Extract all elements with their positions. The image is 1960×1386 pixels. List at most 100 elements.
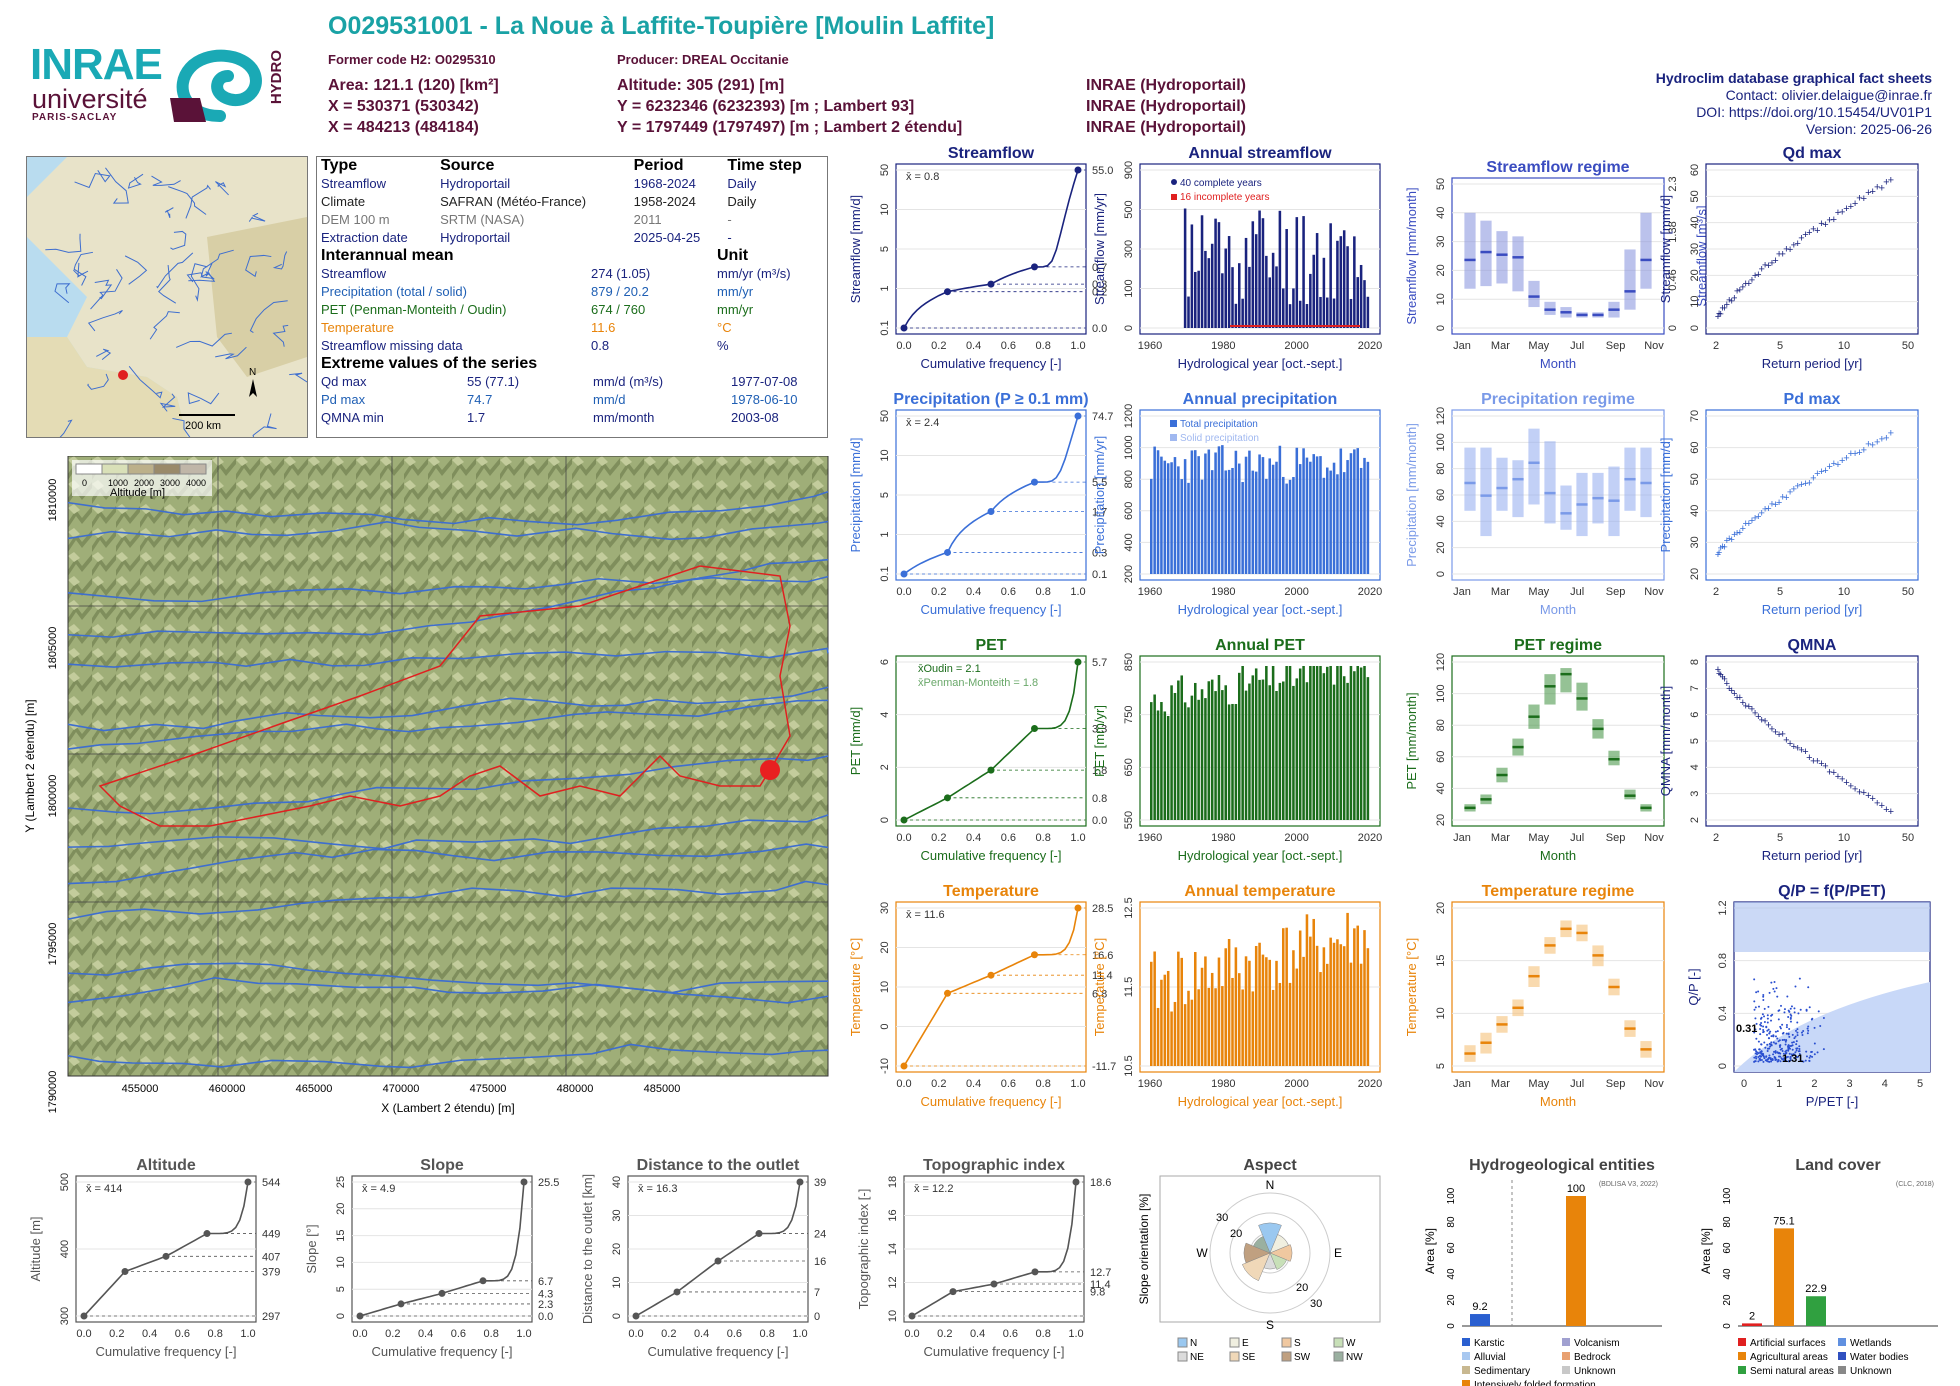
y-tick: 80 bbox=[1722, 1216, 1733, 1228]
annual-bar bbox=[1366, 948, 1370, 1066]
y-axis-label: Q/P [-] bbox=[1686, 968, 1701, 1005]
y-tick: 20 bbox=[1446, 1294, 1457, 1306]
y-tick: 5 bbox=[1435, 1063, 1447, 1069]
return-period-point: + bbox=[1755, 269, 1761, 281]
y-tick: 0 bbox=[335, 1313, 347, 1319]
annual-bar bbox=[1265, 478, 1268, 574]
qp-point bbox=[1813, 1026, 1816, 1029]
qp-point bbox=[1753, 1008, 1756, 1011]
x-tick: 0.2 bbox=[385, 1328, 400, 1340]
qp-point bbox=[1765, 1025, 1768, 1028]
annual-bar bbox=[1231, 703, 1234, 820]
qp-point bbox=[1808, 1056, 1811, 1059]
qp-point bbox=[1777, 1018, 1780, 1021]
qp-point bbox=[1782, 1031, 1785, 1034]
y-tick: 40 bbox=[1435, 515, 1447, 527]
return-period-point: + bbox=[1746, 701, 1752, 713]
regime-box bbox=[1480, 447, 1492, 537]
qp-point bbox=[1795, 1049, 1798, 1052]
x-tick: May bbox=[1528, 340, 1549, 352]
return-period-point: + bbox=[1806, 752, 1812, 764]
x-axis-label: Cumulative frequency [-] bbox=[921, 356, 1062, 371]
mean-unit: mm/yr bbox=[717, 302, 754, 317]
x-tick: 5 bbox=[1917, 1078, 1923, 1090]
legend-entry: N bbox=[1190, 1338, 1197, 1349]
return-period-point: + bbox=[1752, 270, 1758, 282]
catchment-boundary bbox=[98, 565, 791, 827]
overview-river bbox=[289, 372, 307, 383]
qp-point bbox=[1789, 1045, 1792, 1048]
x-tick: 50 bbox=[1902, 832, 1914, 844]
qp-point bbox=[1766, 1043, 1769, 1046]
qp-point bbox=[1788, 1052, 1791, 1055]
y-tick: 7 bbox=[1689, 685, 1701, 691]
return-period-point: + bbox=[1852, 448, 1858, 460]
qp-point bbox=[1757, 990, 1760, 993]
chart-title: Topographic index bbox=[923, 1157, 1065, 1174]
right-tick: 16.6 bbox=[1092, 950, 1113, 962]
return-period-point: + bbox=[1726, 533, 1732, 545]
qp-point bbox=[1753, 1000, 1756, 1003]
qp-point bbox=[1754, 1048, 1757, 1051]
quantile-point bbox=[714, 1257, 722, 1265]
y-tick: 30 bbox=[879, 902, 891, 914]
right-tick: 11.4 bbox=[1092, 970, 1113, 982]
annual-bar bbox=[1336, 939, 1339, 1066]
annual-bar bbox=[1251, 470, 1255, 574]
return-period-point: + bbox=[1852, 198, 1858, 210]
annual-bar bbox=[1227, 469, 1231, 574]
annual-bar bbox=[1275, 691, 1278, 820]
qp-point bbox=[1767, 1028, 1770, 1031]
annual-bar bbox=[1248, 683, 1251, 820]
return-period-point: + bbox=[1802, 746, 1808, 758]
annual-bar bbox=[1305, 304, 1309, 328]
y-tick: 60 bbox=[1689, 164, 1701, 176]
quantile-point bbox=[755, 1230, 763, 1238]
x-axis-label: Return period [yr] bbox=[1762, 356, 1862, 371]
qp-point bbox=[1805, 1008, 1808, 1011]
x-axis-label: Month bbox=[1540, 848, 1576, 863]
right-tick: 449 bbox=[262, 1229, 280, 1241]
annual-bar bbox=[1170, 1011, 1173, 1066]
quantile-point bbox=[121, 1268, 129, 1276]
legend-entry: Alluvial bbox=[1474, 1352, 1506, 1363]
qp-point bbox=[1753, 1031, 1756, 1034]
x-tick: Mar bbox=[1491, 832, 1510, 844]
altitude-legend-tick: 0 bbox=[82, 478, 87, 488]
return-period-point: + bbox=[1848, 448, 1854, 460]
qp-point bbox=[1783, 1057, 1786, 1060]
y-axis-label: QMNA [mm/month] bbox=[1658, 686, 1673, 797]
annual-bar bbox=[1332, 942, 1336, 1066]
quantile-point bbox=[520, 1178, 528, 1186]
ext-value: 74.7 bbox=[467, 392, 493, 407]
annual-bar bbox=[1268, 685, 1271, 820]
qp-point bbox=[1792, 1041, 1795, 1044]
annual-bar bbox=[1224, 948, 1227, 1066]
ext-value: 55 (77.1) bbox=[467, 374, 520, 389]
chart-title: Precipitation regime bbox=[1481, 391, 1635, 408]
annual-bar bbox=[1305, 914, 1309, 1066]
qp-point bbox=[1791, 1044, 1794, 1047]
annual-bar bbox=[1194, 271, 1197, 328]
x-axis-label: Cumulative frequency [-] bbox=[924, 1344, 1065, 1359]
y-tick: 15 bbox=[335, 1229, 347, 1241]
y-tick: 400 bbox=[1123, 533, 1135, 551]
legend-entry: Solid precipitation bbox=[1180, 433, 1259, 444]
qp-point bbox=[1760, 1043, 1763, 1046]
y-tick: 6 bbox=[1689, 712, 1701, 718]
qp-point bbox=[1769, 1058, 1772, 1061]
qp-point bbox=[1794, 985, 1797, 988]
legend-marker-icon bbox=[1171, 179, 1177, 185]
y-tick: 500 bbox=[1123, 200, 1135, 218]
qp-point bbox=[1758, 1058, 1761, 1061]
annual-bar bbox=[1156, 710, 1160, 820]
qp-point bbox=[1802, 1029, 1805, 1032]
qp-point bbox=[1792, 1053, 1795, 1056]
annual-bar bbox=[1265, 666, 1268, 820]
return-period-point: + bbox=[1752, 708, 1758, 720]
qp-point bbox=[1776, 995, 1779, 998]
annual-bar bbox=[1227, 704, 1231, 820]
quantile-point bbox=[632, 1312, 640, 1320]
map-xlabel: X (Lambert 2 étendu) [m] bbox=[381, 1101, 514, 1115]
inrae-logo: INRAE bbox=[30, 40, 163, 89]
